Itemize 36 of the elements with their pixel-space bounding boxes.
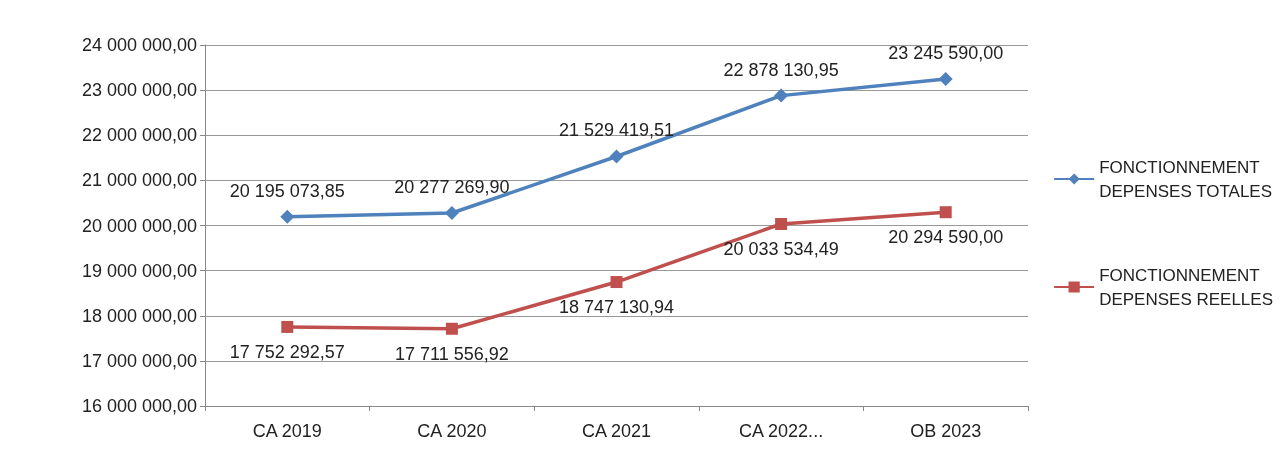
point [609, 149, 624, 164]
point [938, 72, 953, 87]
y-tick-label: 20 000 000,00 [81, 215, 197, 236]
data-label: 20 033 534,49 [723, 238, 839, 259]
point [774, 88, 789, 103]
y-tick-label: 18 000 000,00 [81, 305, 197, 326]
x-tick-label: CA 2021 [581, 421, 652, 441]
point [281, 320, 294, 333]
y-tick-label: 19 000 000,00 [81, 260, 197, 281]
x-tick-label: CA 2019 [252, 421, 322, 441]
point [939, 206, 952, 219]
data-label: 22 878 130,95 [723, 59, 839, 80]
data-label: 21 529 419,51 [558, 120, 675, 141]
y-tick-label: 21 000 000,00 [81, 170, 197, 191]
data-label: 20 195 073,85 [229, 180, 345, 201]
data-label: 17 752 292,57 [229, 341, 345, 362]
y-tick-label: 17 000 000,00 [81, 350, 197, 371]
x-tick-label: CA 2020 [417, 421, 487, 441]
point [610, 276, 623, 289]
y-tick-label: 24 000 000,00 [81, 35, 197, 55]
data-label: 20 277 269,90 [394, 176, 510, 197]
point [280, 209, 295, 224]
y-tick-label: 22 000 000,00 [81, 125, 197, 146]
data-label: 23 245 590,00 [888, 43, 1004, 64]
point [444, 205, 459, 220]
point [775, 217, 788, 230]
data-label: 20 294 590,00 [888, 227, 1004, 248]
x-tick-label: CA 2022... [739, 421, 824, 441]
y-tick-label: 23 000 000,00 [81, 80, 197, 101]
data-label: 18 747 130,94 [558, 297, 675, 318]
point [445, 322, 458, 335]
legend-label: FONCTIONNEMENT DEPENSES REELLES [1099, 265, 1274, 309]
data-label: 17 711 556,92 [395, 343, 509, 364]
legend-label: FONCTIONNEMENT DEPENSES TOTALES [1099, 157, 1273, 201]
y-tick-label: 16 000 000,00 [81, 396, 197, 416]
x-tick-label: OB 2023 [910, 421, 982, 441]
